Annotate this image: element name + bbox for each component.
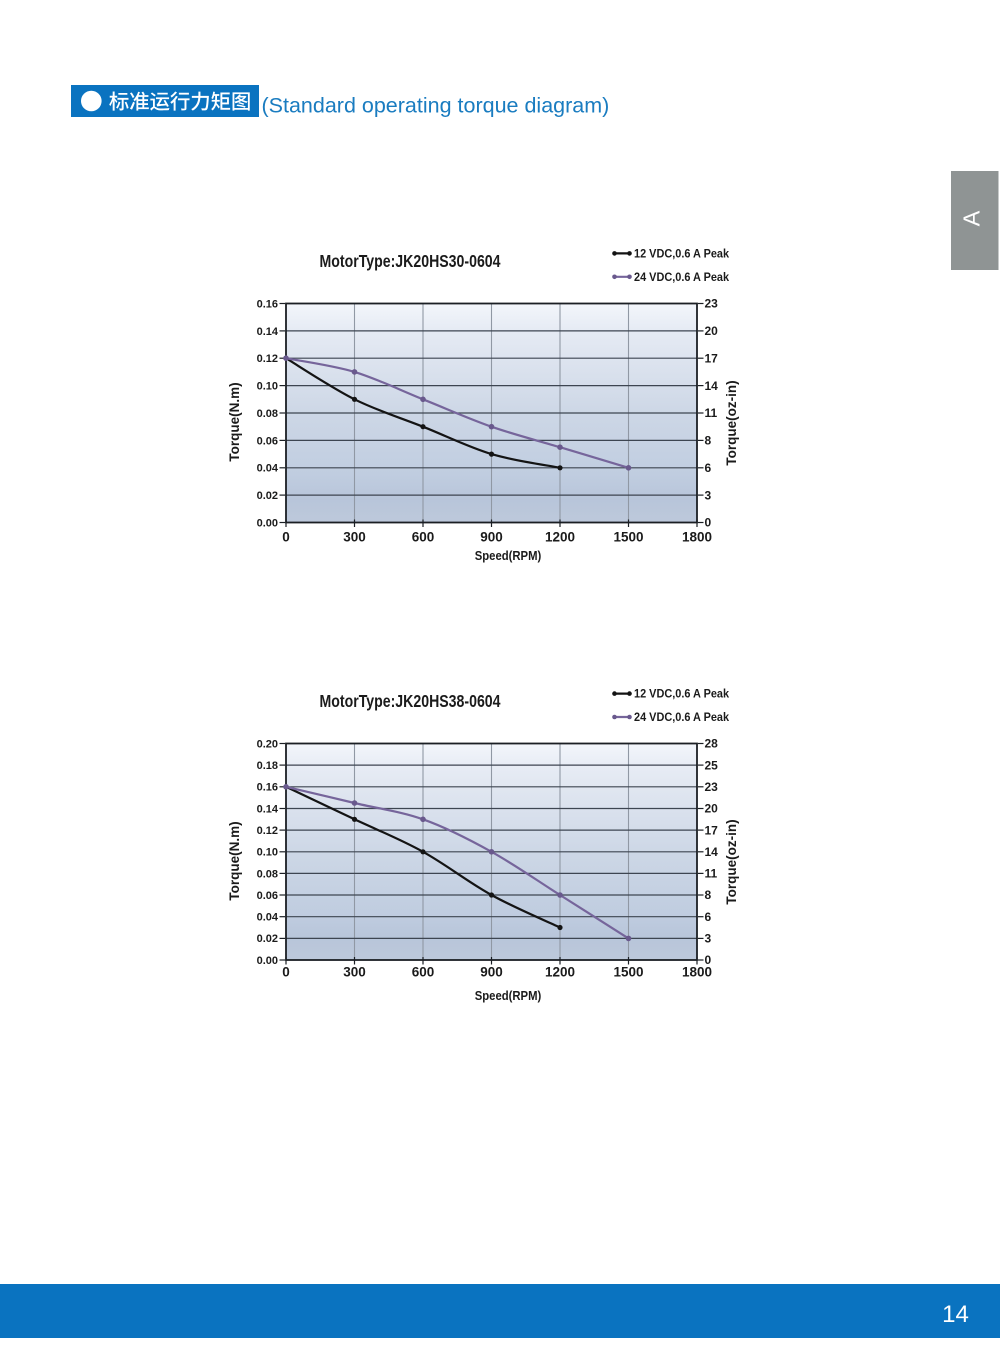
svg-text:MotorType:JK20HS38-0604: MotorType:JK20HS38-0604 — [319, 691, 500, 711]
svg-text:Torque(N.m): Torque(N.m) — [227, 382, 242, 461]
svg-text:14: 14 — [942, 1301, 969, 1328]
svg-text:900: 900 — [480, 965, 503, 980]
svg-text:0.08: 0.08 — [257, 868, 278, 880]
svg-text:0.14: 0.14 — [257, 803, 279, 815]
svg-text:12 VDC,0.6 A Peak: 12 VDC,0.6 A Peak — [634, 248, 730, 261]
svg-text:Torque(N.m): Torque(N.m) — [227, 821, 242, 900]
svg-text:0.10: 0.10 — [257, 847, 278, 859]
svg-text:11: 11 — [705, 406, 718, 420]
svg-text:0: 0 — [705, 953, 712, 967]
svg-text:1800: 1800 — [682, 530, 712, 545]
svg-text:0.14: 0.14 — [257, 326, 279, 338]
svg-text:Torque(oz-in): Torque(oz-in) — [724, 380, 739, 465]
svg-text:0.00: 0.00 — [257, 955, 278, 967]
svg-text:600: 600 — [412, 965, 435, 980]
svg-text:23: 23 — [705, 297, 719, 311]
svg-text:14: 14 — [705, 379, 719, 393]
svg-text:3: 3 — [705, 488, 712, 502]
svg-text:0.02: 0.02 — [257, 933, 278, 945]
svg-text:0: 0 — [705, 516, 712, 530]
svg-text:0.00: 0.00 — [257, 517, 278, 529]
svg-text:17: 17 — [705, 823, 719, 837]
svg-text:0: 0 — [282, 530, 290, 545]
svg-text:300: 300 — [343, 965, 366, 980]
svg-text:300: 300 — [343, 530, 366, 545]
svg-text:8: 8 — [705, 888, 712, 902]
svg-text:17: 17 — [705, 351, 719, 365]
svg-text:1500: 1500 — [613, 965, 643, 980]
svg-text:14: 14 — [705, 845, 719, 859]
svg-text:1200: 1200 — [545, 530, 575, 545]
svg-text:1800: 1800 — [682, 965, 712, 980]
svg-text:0.16: 0.16 — [257, 298, 278, 310]
svg-text:0.08: 0.08 — [257, 408, 278, 420]
svg-text:0.04: 0.04 — [257, 912, 279, 924]
svg-text:MotorType:JK20HS30-0604: MotorType:JK20HS30-0604 — [319, 251, 500, 271]
svg-text:12 VDC,0.6 A Peak: 12 VDC,0.6 A Peak — [634, 688, 730, 701]
svg-text:Speed(RPM): Speed(RPM) — [475, 548, 542, 563]
svg-text:24 VDC,0.6 A Peak: 24 VDC,0.6 A Peak — [634, 271, 730, 284]
svg-text:0.18: 0.18 — [257, 760, 278, 772]
svg-text:0.16: 0.16 — [257, 782, 278, 794]
svg-text:1500: 1500 — [613, 530, 643, 545]
svg-text:0.06: 0.06 — [257, 890, 278, 902]
svg-text:900: 900 — [480, 530, 503, 545]
svg-text:11: 11 — [705, 867, 718, 881]
svg-text:8: 8 — [705, 434, 712, 448]
svg-text:24 VDC,0.6 A Peak: 24 VDC,0.6 A Peak — [634, 712, 730, 725]
svg-text:0.12: 0.12 — [257, 825, 278, 837]
svg-text:Speed(RPM): Speed(RPM) — [475, 988, 542, 1003]
svg-text:0.02: 0.02 — [257, 490, 278, 502]
svg-text:28: 28 — [705, 737, 719, 751]
svg-text:0.20: 0.20 — [257, 738, 278, 750]
svg-text:0: 0 — [282, 965, 290, 980]
svg-text:0.06: 0.06 — [257, 435, 278, 447]
svg-text:3: 3 — [705, 932, 712, 946]
svg-text:25: 25 — [705, 758, 719, 772]
svg-text:20: 20 — [705, 802, 719, 816]
svg-text:20: 20 — [705, 324, 719, 338]
svg-text:1200: 1200 — [545, 965, 575, 980]
svg-text:Torque(oz-in): Torque(oz-in) — [724, 819, 739, 904]
svg-text:A: A — [959, 210, 985, 226]
svg-text:6: 6 — [705, 910, 712, 924]
svg-text:0.04: 0.04 — [257, 463, 279, 475]
svg-text:6: 6 — [705, 461, 712, 475]
svg-text:0.12: 0.12 — [257, 353, 278, 365]
svg-text:0.10: 0.10 — [257, 381, 278, 393]
svg-text:23: 23 — [705, 780, 719, 794]
svg-text:600: 600 — [412, 530, 435, 545]
svg-text:(Standard operating torque dia: (Standard operating torque diagram) — [262, 94, 610, 118]
